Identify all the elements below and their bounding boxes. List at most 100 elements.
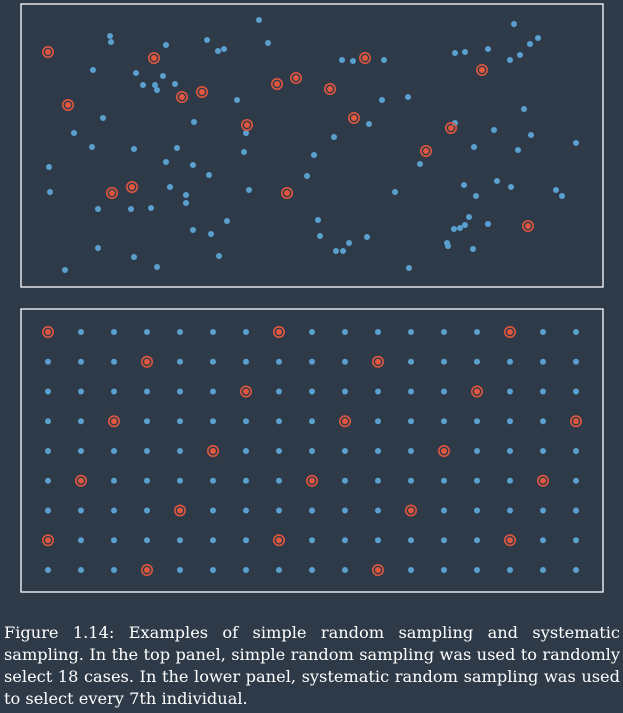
selected-point: [305, 474, 318, 487]
population-point: [333, 248, 339, 254]
population-point: [243, 567, 249, 573]
population-point: [276, 358, 282, 365]
selected-point: [503, 534, 516, 547]
population-point: [573, 140, 579, 146]
population-point: [485, 221, 491, 227]
population-point: [208, 231, 214, 237]
population-point: [553, 187, 559, 193]
selected-point: [241, 119, 254, 132]
population-point: [405, 94, 411, 100]
population-point: [408, 329, 414, 335]
population-point: [474, 448, 480, 454]
population-point: [144, 507, 150, 514]
selected-point: [503, 325, 516, 338]
population-point: [144, 448, 150, 454]
selected-point: [41, 534, 54, 547]
population-point: [573, 567, 579, 573]
population-point: [111, 537, 117, 544]
selected-point: [536, 474, 549, 487]
population-point: [315, 217, 321, 223]
population-point: [241, 149, 247, 155]
population-point: [470, 246, 476, 252]
population-point: [515, 147, 521, 153]
population-point: [451, 226, 457, 232]
population-point: [95, 206, 101, 212]
population-point: [210, 507, 216, 514]
population-point: [174, 145, 180, 151]
population-point: [177, 537, 183, 544]
selected-point: [141, 563, 154, 576]
population-point: [177, 388, 183, 395]
selected-point: [371, 355, 384, 368]
population-point: [485, 46, 491, 52]
population-point: [508, 184, 514, 190]
population-point: [95, 245, 101, 251]
population-point: [381, 57, 387, 63]
population-point: [342, 477, 348, 484]
population-point: [111, 448, 117, 454]
random-sampling-points: [41, 17, 579, 273]
population-point: [309, 388, 315, 395]
population-point: [78, 507, 84, 514]
population-point: [154, 264, 160, 270]
selected-point: [404, 504, 417, 517]
population-point: [210, 537, 216, 544]
population-point: [491, 127, 497, 133]
population-point: [408, 448, 414, 454]
population-point: [210, 567, 216, 573]
population-point: [375, 448, 381, 454]
selected-point: [347, 112, 360, 125]
selected-point: [470, 385, 483, 398]
population-point: [276, 507, 282, 514]
population-point: [78, 418, 84, 425]
population-point: [441, 388, 447, 395]
population-point: [78, 537, 84, 544]
population-point: [474, 358, 480, 365]
selected-point: [270, 78, 283, 91]
selected-point: [176, 91, 189, 104]
population-point: [521, 106, 527, 112]
population-point: [474, 507, 480, 514]
sampling-figure: [20, 3, 604, 593]
population-point: [111, 567, 117, 573]
population-point: [131, 146, 137, 152]
population-point: [111, 358, 117, 365]
population-point: [243, 358, 249, 365]
population-point: [191, 119, 197, 125]
population-point: [406, 265, 412, 271]
population-point: [154, 87, 160, 93]
population-point: [375, 329, 381, 335]
population-point: [441, 537, 447, 544]
population-point: [540, 329, 546, 335]
population-point: [507, 418, 513, 425]
population-point: [317, 233, 323, 239]
population-point: [441, 477, 447, 484]
selected-point: [196, 86, 209, 99]
population-point: [243, 537, 249, 544]
population-point: [540, 418, 546, 425]
population-point: [441, 507, 447, 514]
population-point: [177, 329, 183, 335]
population-point: [100, 115, 106, 121]
population-point: [540, 567, 546, 573]
population-point: [573, 448, 579, 454]
population-point: [573, 329, 579, 335]
population-point: [133, 70, 139, 76]
population-point: [215, 48, 221, 54]
population-point: [375, 477, 381, 484]
population-point: [342, 567, 348, 573]
population-point: [350, 58, 356, 64]
population-point: [276, 567, 282, 573]
population-point: [111, 507, 117, 514]
population-point: [265, 40, 271, 46]
population-point: [256, 17, 262, 23]
population-point: [78, 567, 84, 573]
population-point: [107, 33, 113, 39]
population-point: [342, 358, 348, 365]
population-point: [408, 418, 414, 425]
population-point: [111, 329, 117, 335]
population-point: [304, 173, 310, 179]
population-point: [441, 418, 447, 425]
selected-point: [272, 534, 285, 547]
population-point: [441, 567, 447, 573]
